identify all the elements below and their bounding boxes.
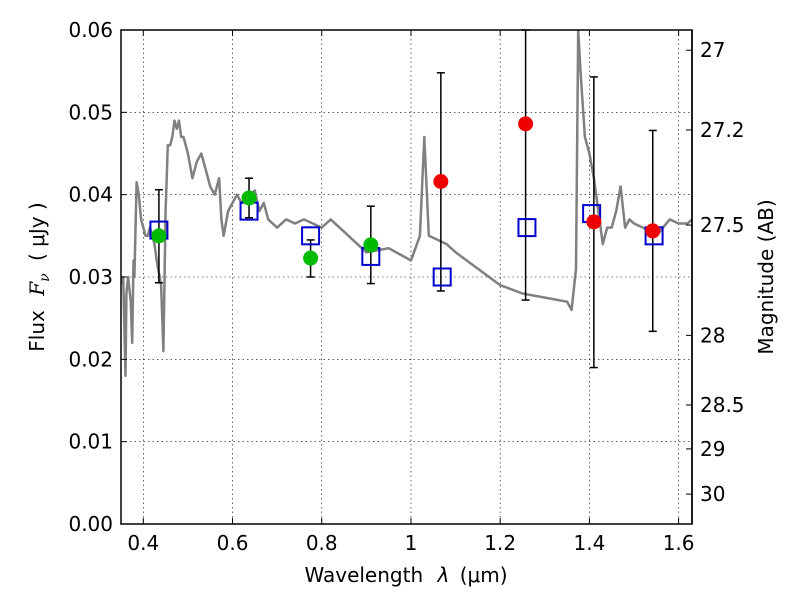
data-point	[151, 228, 167, 244]
y-tick-label: 0.03	[68, 265, 113, 289]
x-axis-label-unit: (μm)	[460, 563, 508, 587]
x-tick-label: 1.4	[573, 531, 605, 555]
y-tick-label: 0.05	[68, 100, 113, 124]
markers	[149, 116, 664, 287]
x-axis-label-text: Wavelength	[304, 563, 423, 587]
spectrum-line	[121, 30, 692, 378]
right-axis-label: Magnitude (AB)	[754, 199, 778, 354]
model-square	[432, 267, 452, 287]
mag-tick-label: 27	[700, 38, 725, 62]
x-axis-label: Wavelength λ (μm)	[304, 563, 507, 587]
data-point	[645, 223, 661, 239]
y-axis-label-unit: ( μJy )	[25, 202, 49, 261]
data-point	[586, 214, 602, 230]
mag-tick-label: 28.5	[700, 393, 745, 417]
grid-layer	[121, 30, 692, 524]
axis-ticks: 0.4 0.6 0.8 1 1.2 1.4 1.6 0.00 0.01 0.02 0.03 0.04 0…	[68, 18, 744, 555]
mag-tick-label: 27.2	[700, 118, 745, 142]
data-point	[303, 250, 319, 266]
y-tick-label: 0.04	[68, 183, 113, 207]
data-point	[241, 190, 257, 206]
mag-tick-label: 28	[700, 323, 725, 347]
x-tick-label: 1.2	[484, 531, 516, 555]
y-axis-label-subscript: ν	[37, 273, 53, 282]
y-tick-label: 0.01	[68, 430, 113, 454]
y-axis-label-symbol: F	[25, 281, 49, 297]
mag-tick-label: 30	[700, 482, 725, 506]
model-square	[517, 218, 537, 238]
y-axis-label: Flux Fν ( μJy )	[25, 202, 54, 351]
data-point	[433, 173, 449, 189]
y-axis-label-text: Flux	[25, 310, 49, 352]
data-point	[518, 116, 534, 132]
x-axis-label-symbol: λ	[437, 563, 450, 587]
mag-tick-label: 29	[700, 437, 725, 461]
y-tick-label: 0.02	[68, 347, 113, 371]
y-tick-label: 0.00	[68, 512, 113, 536]
x-tick-label: 1.6	[663, 531, 695, 555]
x-tick-label: 0.6	[217, 531, 249, 555]
data-point	[363, 237, 379, 253]
x-tick-label: 0.8	[306, 531, 338, 555]
model-square	[301, 226, 321, 246]
plot-area	[121, 30, 692, 378]
mag-tick-label: 27.5	[700, 213, 745, 237]
y-tick-label: 0.06	[68, 18, 113, 42]
x-tick-label: 0.4	[127, 531, 159, 555]
x-tick-label: 1	[405, 531, 418, 555]
